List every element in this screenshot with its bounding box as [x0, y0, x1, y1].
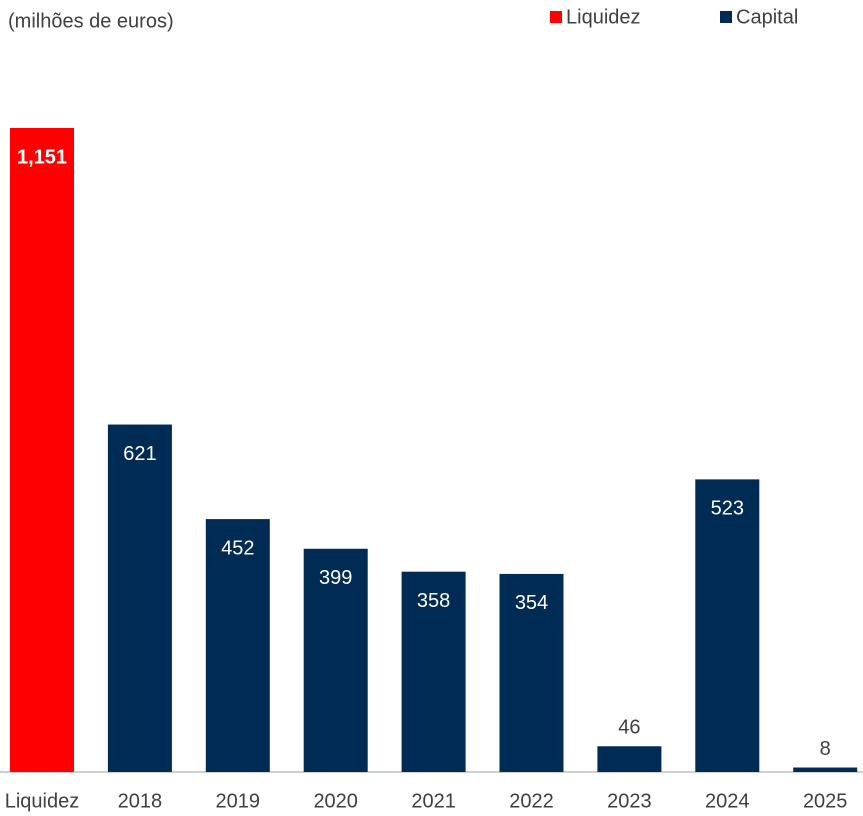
- bar: [793, 767, 858, 772]
- value-label: 358: [417, 590, 450, 612]
- legend-label: Capital: [736, 6, 798, 28]
- bar: [107, 424, 172, 772]
- bar: [205, 519, 270, 772]
- bar: [401, 571, 466, 772]
- value-label: 523: [711, 498, 744, 520]
- x-tick-label: 2025: [803, 790, 848, 812]
- x-tick-label: Liquidez: [5, 790, 80, 812]
- legend-swatch: [550, 11, 562, 23]
- x-tick-label: 2021: [411, 790, 456, 812]
- x-tick-label: 2023: [607, 790, 652, 812]
- x-tick-label: 2020: [313, 790, 358, 812]
- value-label: 46: [618, 717, 640, 739]
- value-label: 354: [515, 592, 548, 614]
- bar: [597, 746, 662, 772]
- x-tick-label: 2019: [216, 790, 261, 812]
- value-label: 621: [123, 443, 156, 465]
- x-tick-label: 2022: [509, 790, 554, 812]
- legend-swatch: [720, 11, 732, 23]
- value-label: 452: [221, 537, 254, 559]
- bar: [499, 573, 564, 772]
- value-label: 399: [319, 567, 352, 589]
- chart-subtitle: (milhões de euros): [8, 10, 174, 32]
- x-tick-label: 2024: [705, 790, 750, 812]
- value-label: 8: [820, 738, 831, 760]
- bar: [303, 548, 368, 772]
- value-label: 1,151: [17, 146, 67, 168]
- bar: [695, 479, 760, 772]
- bar: [10, 128, 74, 772]
- legend-label: Liquidez: [566, 6, 641, 28]
- x-tick-label: 2018: [118, 790, 163, 812]
